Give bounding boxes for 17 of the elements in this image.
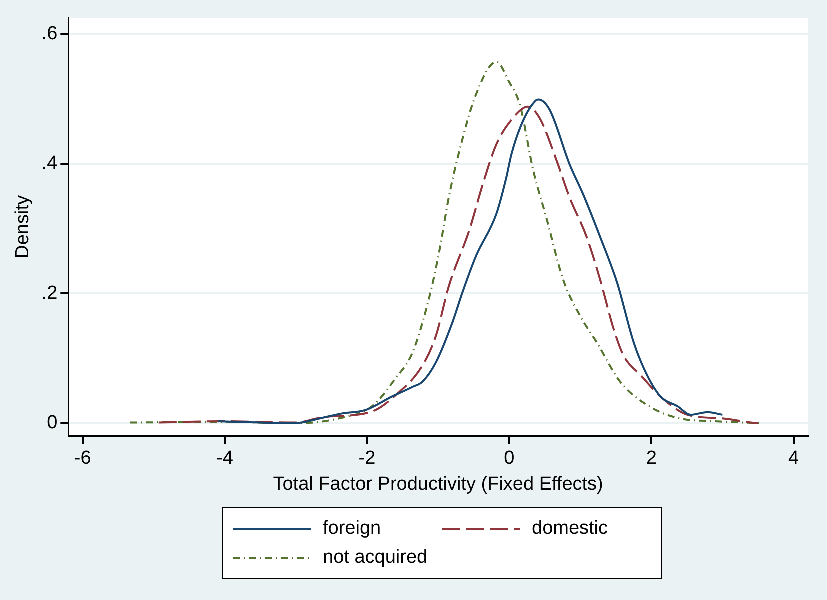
y-axis-title: Density [12, 195, 34, 259]
line-series [158, 106, 760, 424]
y-tick-label: 0 [47, 412, 58, 434]
x-tick-label: -6 [74, 448, 92, 470]
line-series [216, 98, 724, 424]
x-tick-label: 2 [646, 448, 657, 470]
x-tick-label: -4 [216, 448, 234, 470]
x-axis-title: Total Factor Productivity (Fixed Effects) [273, 474, 604, 495]
y-tick-label: .2 [42, 282, 58, 304]
legend-label: domestic [532, 518, 608, 540]
y-tick-label: .6 [42, 23, 58, 44]
x-tick-label: 0 [504, 448, 515, 470]
y-tick-label: .4 [42, 153, 58, 174]
legend-label: foreign [323, 518, 382, 540]
x-tick-label: 4 [788, 448, 800, 470]
legend-label: not acquired [323, 546, 428, 568]
x-tick-label: -2 [358, 448, 376, 470]
